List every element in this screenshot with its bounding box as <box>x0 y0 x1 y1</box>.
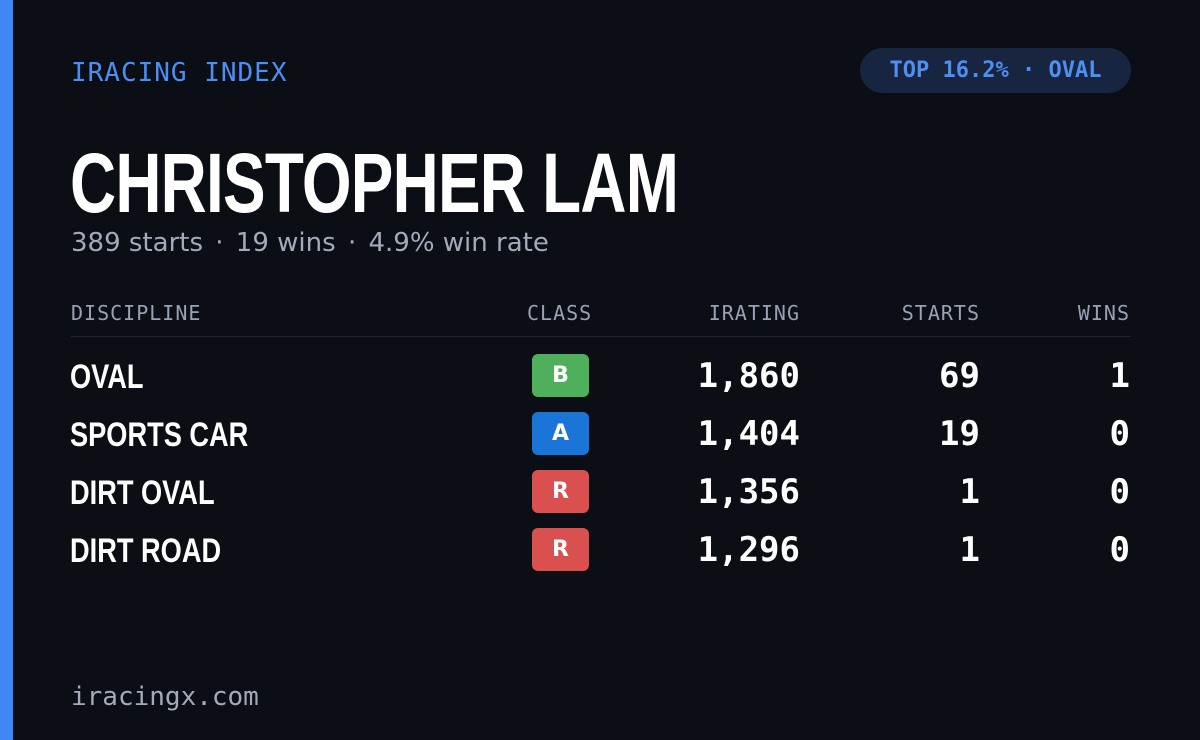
separator: · <box>347 228 357 258</box>
percentile-badge: TOP 16.2% · OVAL <box>860 48 1131 93</box>
class-badge: R <box>532 470 589 513</box>
discipline-name: DIRT OVAL <box>70 474 215 512</box>
starts-value: 19 <box>939 414 980 454</box>
starts-value: 69 <box>939 356 980 396</box>
driver-summary: 389 starts · 19 wins · 4.9% win rate <box>71 228 549 258</box>
table-row: SPORTS CAR A 1,404 19 0 <box>0 412 1200 470</box>
separator: · <box>215 228 224 258</box>
header-starts: STARTS <box>901 301 980 325</box>
starts-count: 389 starts <box>71 228 203 258</box>
header-wins: WINS <box>1077 301 1130 325</box>
brand-label: IRACING INDEX <box>71 58 288 88</box>
table-row: DIRT OVAL R 1,356 1 0 <box>0 470 1200 528</box>
wins-value: 0 <box>1109 530 1130 570</box>
discipline-name: OVAL <box>70 358 144 396</box>
header-class: CLASS <box>527 301 593 325</box>
wins-count: 19 wins <box>235 228 336 258</box>
discipline-name: DIRT ROAD <box>70 532 222 570</box>
starts-value: 1 <box>959 472 980 512</box>
irating-value: 1,860 <box>697 356 800 396</box>
header-discipline: DISCIPLINE <box>71 301 202 325</box>
discipline-name: SPORTS CAR <box>70 416 249 454</box>
irating-value: 1,296 <box>697 530 800 570</box>
class-badge: B <box>532 354 589 397</box>
class-badge: A <box>532 412 589 455</box>
wins-value: 0 <box>1109 472 1130 512</box>
win-rate: 4.9% win rate <box>368 228 549 258</box>
site-url: iracingx.com <box>71 682 259 712</box>
irating-value: 1,404 <box>697 414 800 454</box>
accent-bar <box>0 0 13 740</box>
wins-value: 0 <box>1109 414 1130 454</box>
driver-name: CHRISTOPHER LAM <box>70 136 679 230</box>
table-row: OVAL B 1,860 69 1 <box>0 354 1200 412</box>
irating-value: 1,356 <box>697 472 800 512</box>
header-divider <box>71 336 1131 337</box>
class-badge: R <box>532 528 589 571</box>
table-row: DIRT ROAD R 1,296 1 0 <box>0 528 1200 586</box>
header-irating: IRATING <box>708 301 800 325</box>
starts-value: 1 <box>959 530 980 570</box>
wins-value: 1 <box>1109 356 1130 396</box>
